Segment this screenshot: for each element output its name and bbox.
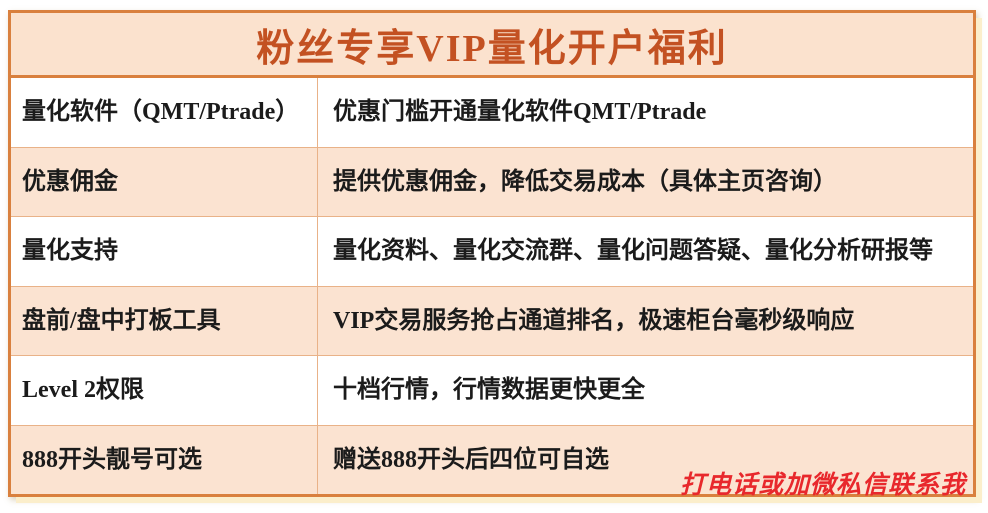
benefit-cell: 赠送888开头后四位可自选 <box>333 446 609 473</box>
feature-cell: 量化支持 <box>11 217 318 286</box>
vip-benefits-table: 粉丝专享VIP量化开户福利 量化软件（QMT/Ptrade） 优惠门槛开通量化软… <box>8 10 976 497</box>
feature-cell: 量化软件（QMT/Ptrade） <box>11 78 318 147</box>
benefit-cell: 优惠门槛开通量化软件QMT/Ptrade <box>333 99 707 126</box>
feature-cell: 盘前/盘中打板工具 <box>11 286 318 355</box>
contact-note: 打电话或加微私信联系我 <box>679 472 966 499</box>
benefit-cell: 提供优惠佣金，降低交易成本（具体主页咨询） <box>333 168 837 195</box>
feature-cell: Level 2权限 <box>11 356 318 425</box>
benefit-cell: VIP交易服务抢占通道排名，极速柜台毫秒级响应 <box>333 307 855 334</box>
table-row: 量化支持 量化资料、量化交流群、量化问题答疑、量化分析研报等 <box>11 217 973 287</box>
page-title: 粉丝专享VIP量化开户福利 <box>256 27 728 70</box>
table-row: 量化软件（QMT/Ptrade） 优惠门槛开通量化软件QMT/Ptrade <box>11 78 973 148</box>
table-row: Level 2权限 十档行情，行情数据更快更全 <box>11 356 973 426</box>
table-row: 优惠佣金 提供优惠佣金，降低交易成本（具体主页咨询） <box>11 147 973 217</box>
table-header: 粉丝专享VIP量化开户福利 <box>11 13 973 78</box>
table-row: 888开头靓号可选 赠送888开头后四位可自选 <box>11 425 973 494</box>
table-row: 盘前/盘中打板工具 VIP交易服务抢占通道排名，极速柜台毫秒级响应 <box>11 286 973 356</box>
feature-cell: 优惠佣金 <box>11 147 318 216</box>
benefit-cell: 十档行情，行情数据更快更全 <box>333 377 645 404</box>
benefit-cell: 量化资料、量化交流群、量化问题答疑、量化分析研报等 <box>333 238 933 265</box>
feature-cell: 888开头靓号可选 <box>11 425 318 494</box>
